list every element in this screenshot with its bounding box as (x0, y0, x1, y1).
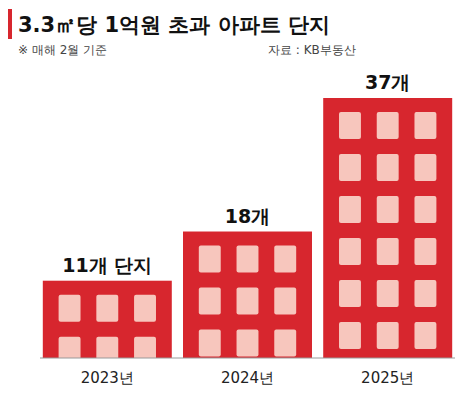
window (377, 322, 399, 349)
window (237, 246, 259, 273)
window (339, 196, 361, 223)
window (339, 322, 361, 349)
windows (199, 246, 296, 357)
x-tick-label: 2023년 (81, 369, 134, 387)
data-label: 18개 (225, 205, 270, 227)
data-label: 11개 단지 (62, 254, 152, 276)
x-tick-label: 2024년 (221, 369, 274, 387)
data-label: 37개 (365, 71, 410, 93)
x-tick: 2024년 (221, 358, 274, 387)
window (414, 196, 436, 223)
bar (183, 232, 312, 358)
window (237, 288, 259, 315)
window (414, 322, 436, 349)
window (377, 112, 399, 139)
bar (323, 98, 452, 358)
window (339, 238, 361, 265)
window (199, 246, 221, 273)
window (339, 154, 361, 181)
window (59, 295, 81, 322)
window (96, 295, 118, 322)
windows (59, 295, 156, 358)
window (377, 154, 399, 181)
window (377, 196, 399, 223)
window (414, 280, 436, 307)
window (96, 337, 118, 358)
window (199, 288, 221, 315)
window (414, 238, 436, 265)
window (134, 337, 156, 358)
x-tick: 2025년 (361, 358, 414, 387)
window (274, 288, 296, 315)
x-axis: 2023년 2024년 2025년 (40, 358, 455, 387)
subtitle: ※ 매해 2월 기준 (18, 43, 107, 57)
window (377, 238, 399, 265)
window (199, 330, 221, 357)
window (134, 295, 156, 322)
window (339, 112, 361, 139)
window (274, 246, 296, 273)
plot-area (43, 98, 452, 358)
window (339, 280, 361, 307)
window (377, 280, 399, 307)
windows (339, 112, 436, 349)
window (414, 112, 436, 139)
window (237, 330, 259, 357)
source: 자료 : KB부동산 (268, 43, 356, 57)
x-axis-line (40, 358, 455, 359)
title-accent (8, 9, 12, 39)
window (274, 330, 296, 357)
window (59, 337, 81, 358)
window (414, 154, 436, 181)
x-tick: 2023년 (81, 358, 134, 387)
title: 3.3㎡당 1억원 초과 아파트 단지 (18, 13, 330, 37)
x-tick-label: 2025년 (361, 369, 414, 387)
